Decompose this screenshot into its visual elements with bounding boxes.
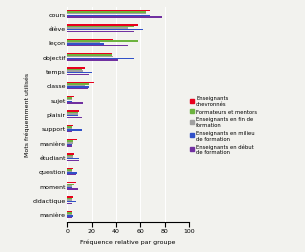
Bar — [67, 200, 72, 201]
Bar — [67, 173, 77, 174]
Bar — [67, 215, 73, 217]
Bar — [67, 98, 72, 100]
Bar — [67, 54, 112, 55]
Bar — [67, 170, 72, 171]
Bar — [67, 214, 72, 215]
Bar — [67, 171, 72, 172]
Bar — [67, 27, 134, 28]
Bar — [67, 127, 72, 128]
Bar — [67, 58, 134, 60]
Bar — [67, 101, 72, 103]
Bar — [67, 85, 85, 87]
Bar — [67, 117, 82, 118]
Bar — [67, 130, 82, 131]
Bar — [67, 187, 72, 188]
Bar — [67, 60, 118, 61]
Bar — [67, 46, 128, 47]
Bar — [67, 211, 72, 212]
Bar — [67, 73, 91, 74]
Bar — [67, 57, 113, 58]
Y-axis label: Mots fréquemment utilisés: Mots fréquemment utilisés — [24, 73, 30, 156]
Bar — [67, 88, 88, 90]
Bar — [67, 142, 73, 144]
Bar — [67, 55, 112, 57]
Bar — [67, 197, 73, 198]
Bar — [67, 70, 82, 71]
Bar — [67, 182, 76, 184]
X-axis label: Fréquence relative par groupe: Fréquence relative par groupe — [81, 238, 176, 244]
Bar — [67, 32, 134, 33]
Bar — [67, 198, 72, 200]
Bar — [67, 184, 74, 185]
Bar — [67, 188, 78, 190]
Bar — [67, 185, 72, 187]
Bar — [67, 154, 74, 155]
Bar — [67, 16, 150, 17]
Bar — [67, 74, 89, 76]
Bar — [67, 157, 73, 158]
Bar — [67, 87, 89, 88]
Bar — [67, 174, 76, 176]
Bar — [67, 12, 146, 14]
Bar — [67, 212, 72, 214]
Bar — [67, 44, 104, 46]
Bar — [67, 158, 79, 160]
Bar — [67, 112, 78, 114]
Bar — [67, 115, 78, 117]
Bar — [67, 17, 162, 19]
Bar — [67, 28, 128, 30]
Bar — [67, 111, 79, 112]
Bar — [67, 97, 74, 98]
Bar — [67, 141, 73, 142]
Bar — [67, 39, 113, 41]
Bar — [67, 82, 94, 84]
Bar — [67, 131, 72, 133]
Bar — [67, 128, 72, 130]
Bar — [67, 146, 72, 147]
Bar — [67, 203, 72, 204]
Legend: Enseignants
chevronnés, Formateurs et mentors, Enseignants en fin de
formation, : Enseignants chevronnés, Formateurs et me… — [190, 96, 257, 155]
Bar — [67, 125, 73, 127]
Bar — [67, 139, 77, 141]
Bar — [67, 155, 73, 157]
Bar — [67, 68, 85, 69]
Bar — [67, 100, 72, 101]
Bar — [67, 14, 146, 15]
Bar — [67, 30, 143, 31]
Bar — [67, 11, 150, 12]
Bar — [67, 84, 89, 85]
Bar — [67, 71, 83, 73]
Bar — [67, 217, 72, 218]
Bar — [67, 144, 72, 145]
Bar — [67, 103, 83, 104]
Bar — [67, 41, 138, 42]
Bar — [67, 43, 100, 44]
Bar — [67, 25, 138, 26]
Bar — [67, 168, 73, 169]
Bar — [67, 160, 79, 161]
Bar — [67, 114, 78, 115]
Bar — [67, 201, 76, 203]
